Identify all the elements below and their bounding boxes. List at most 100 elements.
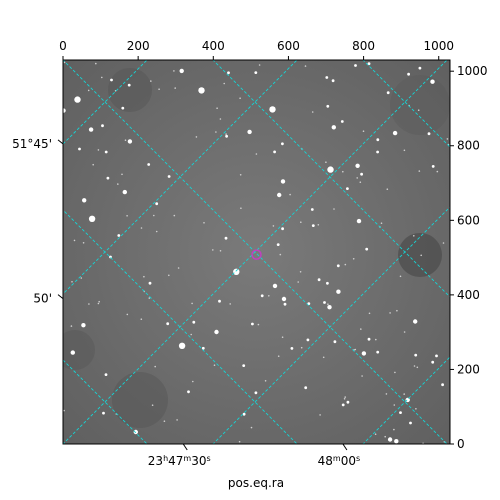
star [254, 391, 258, 395]
dec-tick-label: 50' [33, 292, 52, 306]
star [71, 281, 73, 283]
star [198, 87, 205, 94]
star [70, 325, 73, 327]
star [375, 338, 377, 341]
x-axis-label: pos.eq.ra [228, 476, 284, 490]
star [392, 130, 398, 136]
star [340, 120, 344, 123]
star [272, 225, 275, 227]
star [435, 354, 438, 358]
star [356, 218, 362, 224]
star [192, 320, 196, 324]
star [240, 207, 242, 209]
star [384, 435, 387, 438]
star [290, 347, 294, 350]
star [356, 177, 359, 179]
star [359, 181, 362, 183]
star [385, 393, 388, 395]
star [427, 132, 431, 136]
star [238, 440, 241, 443]
star [224, 236, 228, 240]
star [133, 429, 138, 435]
star [260, 294, 264, 298]
star [304, 386, 308, 390]
star [415, 408, 417, 410]
star [219, 250, 222, 252]
star [153, 214, 155, 217]
star [168, 274, 170, 277]
star [147, 163, 151, 166]
star [418, 170, 421, 172]
star [117, 183, 119, 185]
star [336, 264, 340, 268]
star [242, 412, 246, 416]
star [155, 202, 159, 206]
star [376, 138, 380, 142]
star [80, 277, 83, 279]
star [325, 76, 329, 79]
star [140, 227, 143, 229]
star [420, 254, 423, 257]
star [88, 127, 94, 132]
star [154, 365, 156, 368]
star [403, 393, 406, 395]
right-tick-label: 600 [457, 213, 480, 227]
star [277, 192, 282, 198]
star [352, 258, 355, 260]
star [362, 130, 365, 132]
star [354, 64, 357, 67]
star [121, 106, 125, 110]
star [297, 281, 300, 283]
star [239, 97, 241, 99]
star [167, 175, 171, 178]
dark-nebula-patch [390, 75, 450, 135]
star [407, 72, 410, 76]
star [442, 242, 445, 244]
star [283, 302, 287, 306]
star [63, 61, 66, 64]
star [215, 131, 217, 133]
star [322, 356, 325, 359]
star [374, 433, 377, 436]
target-marker [251, 249, 262, 260]
star [73, 239, 76, 242]
star [431, 360, 435, 364]
star [158, 88, 160, 90]
star [317, 224, 320, 226]
star [317, 278, 321, 282]
star [225, 133, 227, 135]
star [102, 411, 105, 415]
star [342, 170, 344, 173]
star [376, 350, 380, 354]
plot-frame [62, 59, 451, 445]
star [325, 161, 327, 163]
right-tick-label: 400 [457, 288, 480, 302]
grid-line-dec [212, 60, 450, 298]
star [360, 172, 363, 176]
star [122, 189, 128, 195]
star [227, 71, 230, 75]
star [367, 62, 371, 66]
star [327, 305, 332, 310]
star [63, 108, 66, 113]
star [150, 80, 152, 82]
star [396, 309, 398, 312]
star [173, 70, 175, 72]
star [331, 79, 335, 83]
star [255, 153, 258, 155]
star [333, 340, 337, 344]
ra-tick-label: 48m00s [318, 454, 361, 469]
star [148, 297, 151, 299]
star [82, 242, 85, 244]
star [279, 253, 282, 256]
star [341, 403, 345, 407]
star [393, 404, 396, 406]
star [346, 400, 350, 404]
star [127, 83, 131, 87]
star [446, 138, 449, 140]
star [269, 106, 276, 113]
star [326, 281, 329, 285]
star [300, 346, 303, 349]
star [203, 222, 205, 224]
